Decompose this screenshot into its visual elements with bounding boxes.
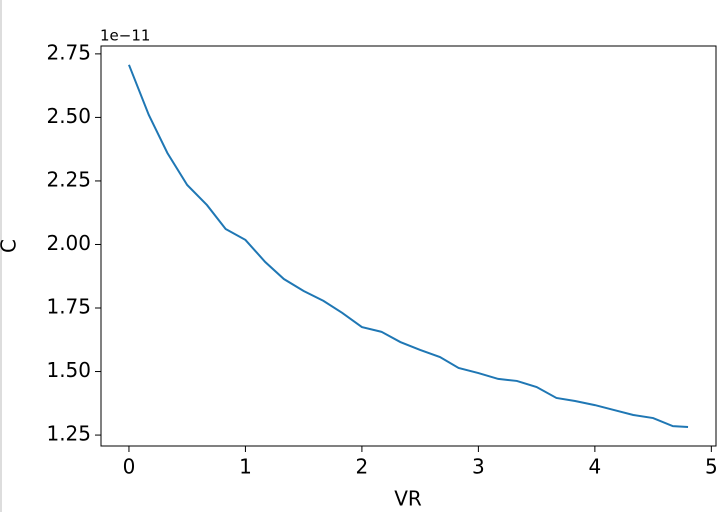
- offset-text: 1e−11: [100, 27, 150, 45]
- data-line: [128, 64, 689, 428]
- x-tick-label: 0: [123, 455, 136, 479]
- y-tick-label: 1.50: [46, 358, 91, 382]
- x-tick-label: 4: [588, 455, 601, 479]
- x-axis-label: VR: [394, 487, 422, 511]
- x-tick-label: 1: [239, 455, 252, 479]
- y-tick-label: 1.75: [46, 295, 91, 319]
- plot-frame: [100, 45, 717, 447]
- y-tick-label: 2.50: [46, 104, 91, 128]
- y-tick-label: 2.25: [46, 167, 91, 191]
- x-tick-label: 3: [472, 455, 485, 479]
- y-tick-label: 2.75: [46, 40, 91, 64]
- x-tick-label: 5: [705, 455, 718, 479]
- y-tick-label: 2.00: [46, 231, 91, 255]
- x-tick-label: 2: [356, 455, 369, 479]
- y-tick-label: 1.25: [46, 422, 91, 446]
- y-axis-label: C: [0, 239, 21, 253]
